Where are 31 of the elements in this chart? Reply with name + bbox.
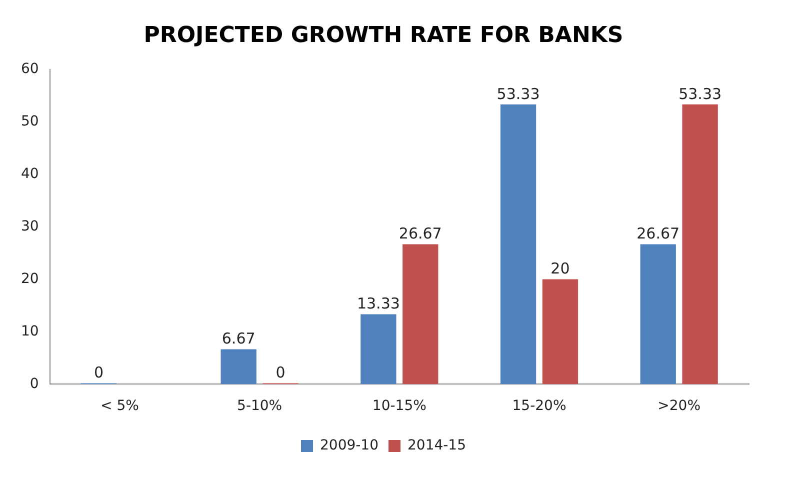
bar xyxy=(220,349,256,384)
chart-title: PROJECTED GROWTH RATE FOR BANKS xyxy=(144,22,624,48)
data-label: 0 xyxy=(276,364,286,382)
x-tick-label: 15-20% xyxy=(512,398,566,414)
x-tick-label: 10-15% xyxy=(372,398,426,414)
y-tick-label: 0 xyxy=(30,376,39,392)
y-tick-label: 10 xyxy=(20,323,39,340)
data-label: 53.33 xyxy=(678,84,722,103)
bar xyxy=(640,244,676,384)
data-label: 26.67 xyxy=(398,224,442,243)
data-label: 0 xyxy=(94,364,104,382)
y-tick-label: 20 xyxy=(20,270,39,287)
y-tick-label: 40 xyxy=(20,166,39,182)
x-tick-label: 5-10% xyxy=(237,398,282,414)
x-tick-label: >20% xyxy=(658,398,701,414)
x-tick-label: < 5% xyxy=(100,398,139,414)
y-tick-label: 60 xyxy=(20,61,39,78)
bar xyxy=(682,104,718,384)
bar xyxy=(402,244,438,384)
y-tick-label: 50 xyxy=(20,114,39,130)
bar xyxy=(500,104,536,384)
data-label: 26.67 xyxy=(636,224,680,243)
data-label: 6.67 xyxy=(222,330,256,348)
bar xyxy=(542,279,578,384)
legend-label: 2009-10 xyxy=(320,438,379,454)
data-label: 20 xyxy=(550,260,570,278)
data-label: 13.33 xyxy=(356,294,400,313)
y-tick-label: 30 xyxy=(20,218,39,234)
legend-label: 2014-15 xyxy=(408,438,466,454)
bar xyxy=(360,314,396,384)
data-label: 53.33 xyxy=(496,84,540,103)
